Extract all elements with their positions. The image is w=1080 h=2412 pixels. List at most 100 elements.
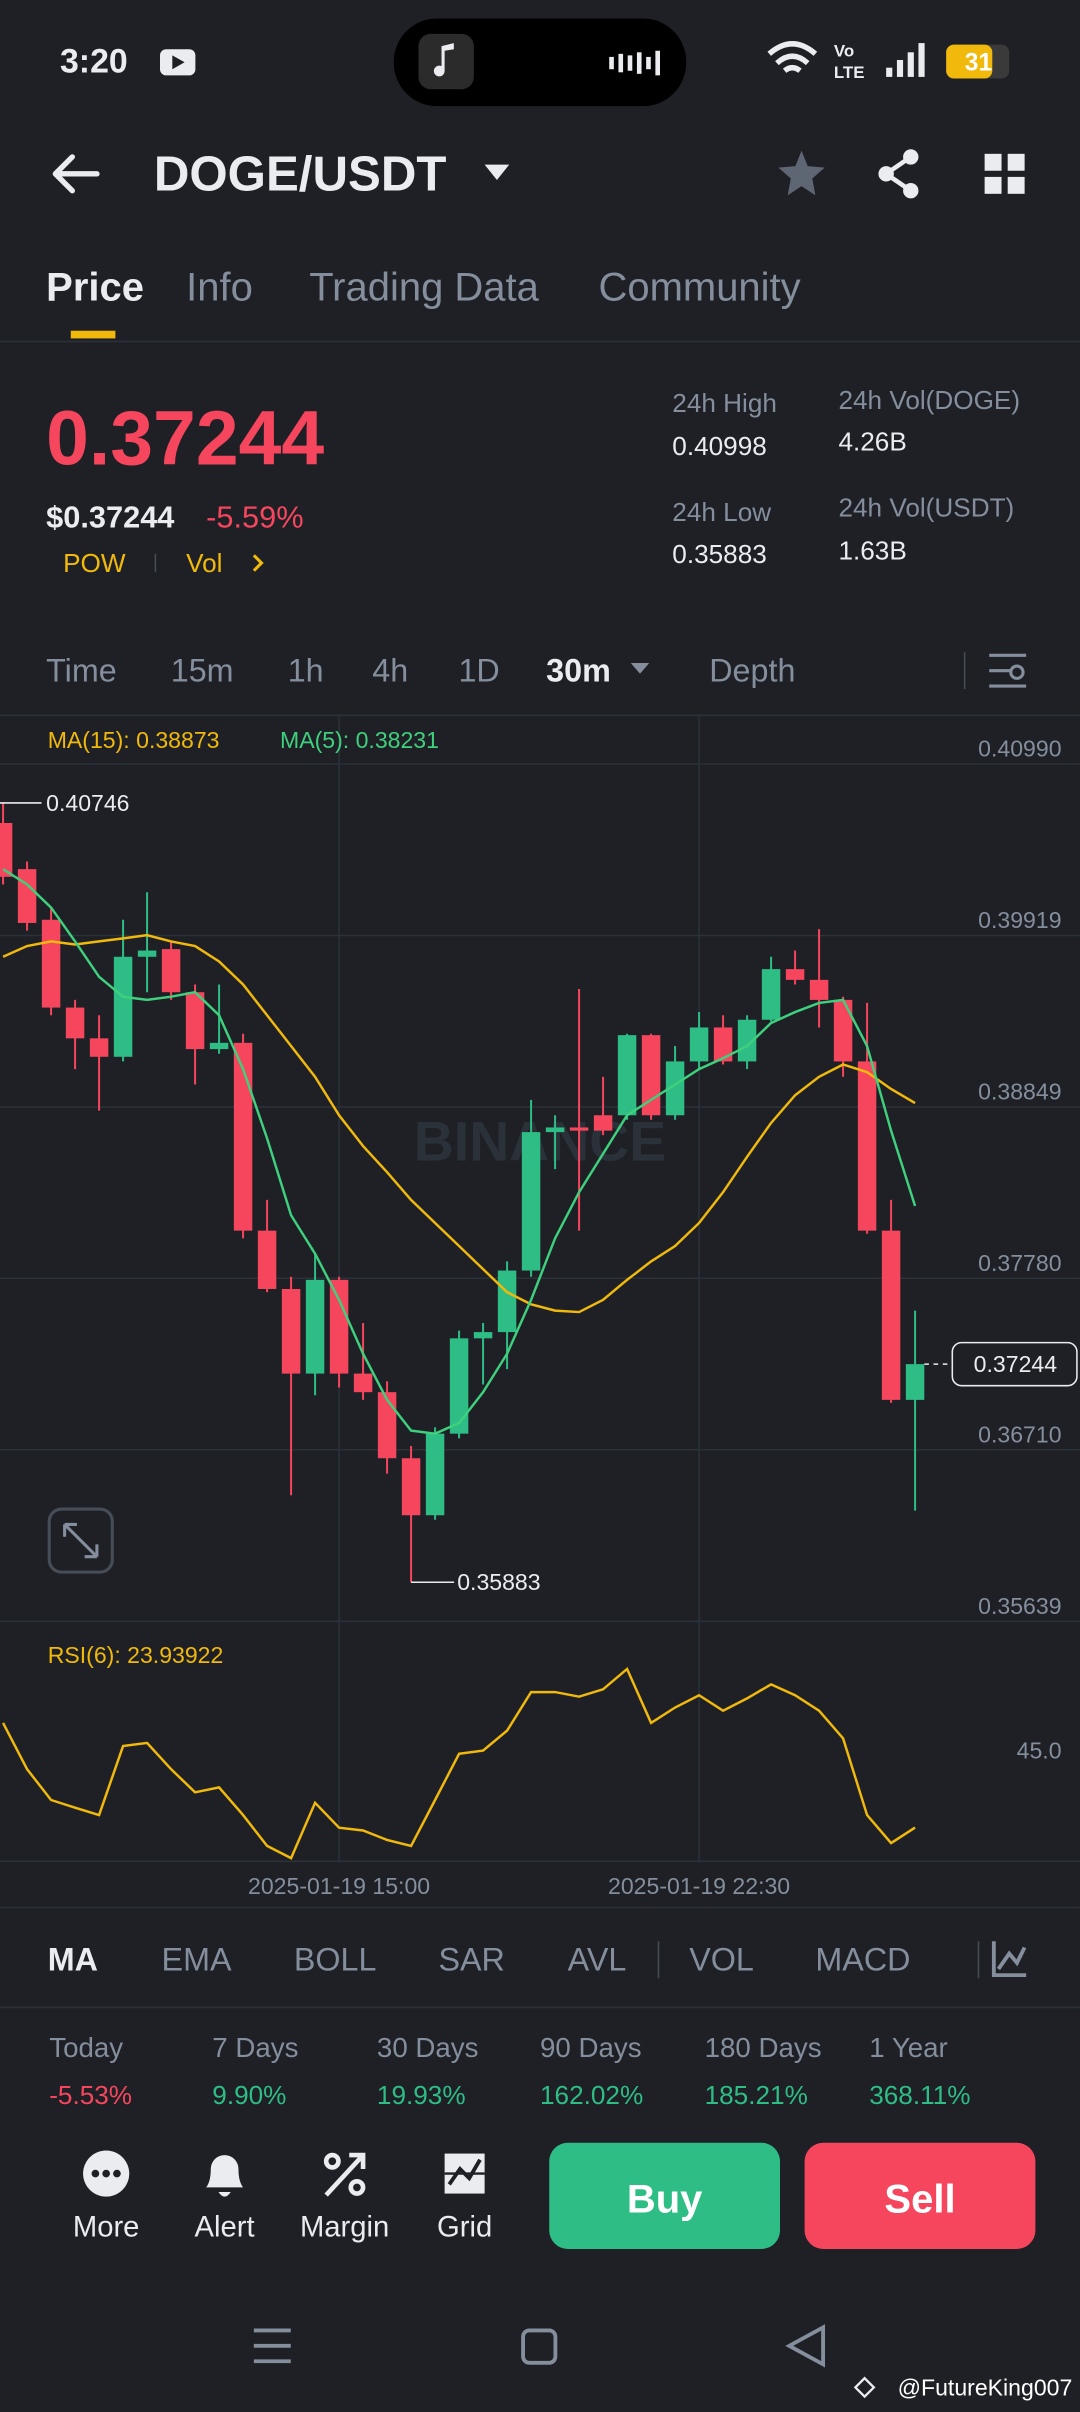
interval[interactable]: 1D — [458, 653, 499, 689]
wifi-icon — [767, 41, 818, 73]
candle-body — [593, 1115, 613, 1131]
candle-body — [89, 1038, 109, 1057]
candle-body — [401, 1458, 421, 1516]
candle-body — [473, 1332, 493, 1339]
y-tick-label: 0.37780 — [978, 1250, 1061, 1276]
grid-menu[interactable] — [984, 153, 1025, 194]
legend-entry: RSI(6): 23.93922 — [48, 1642, 224, 1668]
last-price: 0.37244 — [46, 395, 324, 481]
candle-body — [569, 1127, 589, 1131]
y-tick-label: 0.36710 — [978, 1421, 1061, 1447]
favorite-star[interactable] — [778, 150, 825, 196]
candle-body — [41, 919, 61, 1008]
pair-dropdown[interactable] — [484, 164, 510, 180]
candle-body — [425, 1433, 445, 1516]
indicator-tab[interactable]: MA — [48, 1942, 98, 1978]
buy-button[interactable] — [549, 2142, 780, 2249]
nav-back[interactable] — [785, 2324, 825, 2368]
interval[interactable]: Depth — [709, 653, 795, 689]
interval[interactable]: 1h — [288, 653, 324, 689]
tag[interactable]: POW — [63, 548, 126, 578]
stat-label: 24h Vol(DOGE) — [838, 385, 1020, 415]
indicator-tab[interactable]: SAR — [438, 1942, 504, 1978]
low-marker-label: 0.35883 — [457, 1569, 540, 1595]
stat-label: 24h Low — [672, 497, 771, 527]
y-tick-label: 0.40990 — [978, 735, 1061, 761]
interval-dropdown[interactable] — [630, 662, 650, 674]
pair-title[interactable]: DOGE/USDT — [154, 146, 447, 201]
expand-button[interactable] — [47, 1507, 114, 1574]
x-tick-label: 2025-01-19 22:30 — [608, 1873, 790, 1899]
tab[interactable]: Price — [46, 266, 144, 310]
period-change: 19.93% — [377, 2080, 466, 2110]
tab[interactable]: Community — [598, 266, 800, 310]
high-marker-label: 0.40746 — [46, 790, 129, 816]
back-button[interactable] — [52, 154, 100, 194]
legend-entry: MA(15): 0.38873 — [48, 727, 220, 753]
play-icon — [172, 55, 185, 70]
candle-body — [785, 969, 805, 980]
clock: 3:20 — [60, 43, 128, 81]
indicator-tab[interactable]: VOL — [689, 1942, 754, 1978]
candle-body — [761, 969, 781, 1020]
tab[interactable]: Info — [186, 266, 253, 310]
period-change: -5.53% — [49, 2080, 132, 2110]
nav-menu[interactable] — [253, 2328, 291, 2364]
price-change: -5.59% — [206, 499, 303, 534]
interval[interactable]: 30m — [546, 653, 611, 689]
expand-icon — [63, 1522, 99, 1559]
candle-body — [17, 869, 37, 923]
margin-icon — [323, 2152, 366, 2197]
candle-body — [617, 1035, 637, 1116]
price-usd: $0.37244 — [46, 499, 174, 534]
candle-body — [161, 949, 181, 993]
indicator-tab[interactable]: AVL — [568, 1942, 627, 1978]
action-label[interactable]: Margin — [300, 2211, 389, 2243]
candle-body — [329, 1279, 349, 1374]
share-button[interactable] — [878, 149, 919, 199]
candle-body — [137, 950, 157, 957]
period-label: 1 Year — [869, 2032, 948, 2063]
tag[interactable]: Vol — [186, 548, 222, 578]
action-label[interactable]: Grid — [437, 2211, 492, 2243]
last-price-tag — [951, 1341, 1078, 1387]
indicator-tab[interactable]: EMA — [162, 1942, 232, 1978]
candle-body — [665, 1061, 685, 1116]
network-vo: Vo — [834, 41, 854, 60]
indicator-tab[interactable]: MACD — [815, 1942, 910, 1978]
nav-home[interactable] — [521, 2328, 558, 2365]
last-price-label: 0.37244 — [974, 1351, 1058, 1377]
interval[interactable]: 15m — [171, 653, 234, 689]
sell-label: Sell — [884, 2178, 955, 2222]
action-label[interactable]: More — [73, 2211, 140, 2243]
period-label: 30 Days — [377, 2032, 479, 2063]
stat-value: 0.40998 — [672, 431, 767, 461]
candle-body — [833, 999, 853, 1062]
chevron — [252, 554, 264, 572]
indicator-settings[interactable] — [991, 1941, 1027, 1978]
chart-settings[interactable] — [989, 653, 1027, 688]
interval[interactable]: Time — [46, 653, 117, 689]
buy-label: Buy — [627, 2178, 703, 2222]
y-tick-label: 0.38849 — [978, 1079, 1061, 1105]
indicator-tab[interactable]: BOLL — [294, 1942, 377, 1978]
indicator-line — [2, 868, 917, 1435]
period-label: 90 Days — [540, 2032, 642, 2063]
candle-body — [713, 1027, 733, 1062]
action-label[interactable]: Alert — [195, 2211, 255, 2243]
candle-body — [641, 1035, 661, 1116]
interval[interactable]: 4h — [372, 653, 408, 689]
more-icon — [83, 2150, 130, 2197]
tab[interactable]: Trading Data — [309, 266, 539, 310]
candle-body — [113, 956, 133, 1057]
network-lte: LTE — [834, 63, 865, 82]
legend-entry: MA(5): 0.38231 — [280, 727, 439, 753]
sell-button[interactable] — [804, 2142, 1036, 2249]
candle-body — [545, 1127, 565, 1133]
candle-body — [497, 1270, 517, 1333]
candle-body — [257, 1230, 277, 1289]
candle-body — [305, 1279, 325, 1374]
period-change: 162.02% — [540, 2080, 643, 2110]
